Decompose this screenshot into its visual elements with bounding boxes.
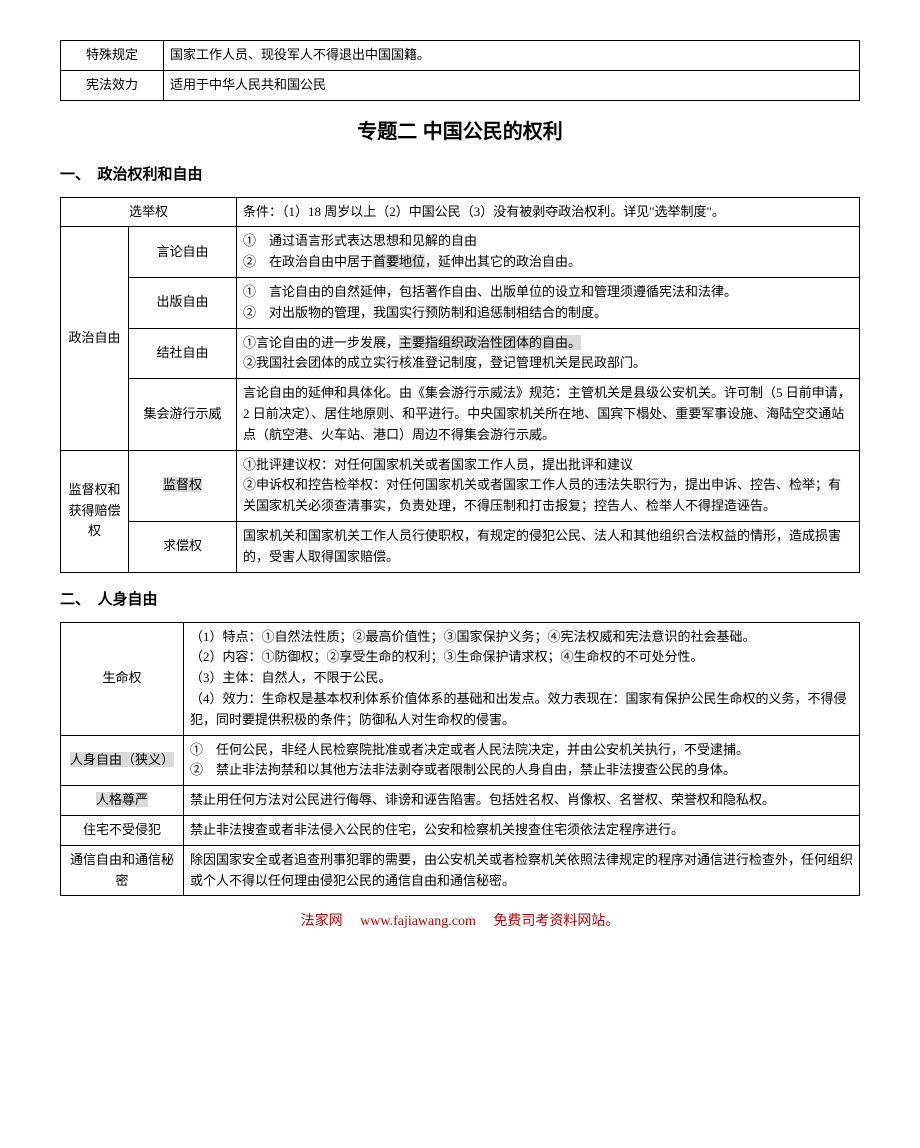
supervision-group: 监督权和获得赔偿权 bbox=[61, 450, 129, 572]
publish-label: 出版自由 bbox=[129, 277, 237, 328]
dignity-content: 禁止用任何方法对公民进行侮辱、诽谤和诬告陷害。包括姓名权、肖像权、名誉权、荣誉权… bbox=[184, 786, 860, 816]
table-row: 特殊规定 国家工作人员、现役军人不得退出中国国籍。 bbox=[61, 41, 860, 71]
speech-label: 言论自由 bbox=[129, 227, 237, 278]
section-heading-1: 一、 政治权利和自由 bbox=[60, 163, 860, 187]
table-row: 选举权 条件：（1）18 周岁以上（2）中国公民（3）没有被剥夺政治权利。详见"… bbox=[61, 197, 860, 227]
publish-content: ① 言论自由的自然延伸，包括著作自由、出版单位的设立和管理须遵循宪法和法律。 ②… bbox=[237, 277, 860, 328]
table-row: 宪法效力 适用于中华人民共和国公民 bbox=[61, 70, 860, 100]
assoc-label: 结社自由 bbox=[129, 328, 237, 379]
line: ②我国社会团体的成立实行核准登记制度，登记管理机关是民政部门。 bbox=[243, 353, 853, 374]
life-right-label: 生命权 bbox=[61, 622, 184, 735]
table-row: 结社自由 ①言论自由的进一步发展，主要指组织政治性团体的自由。 ②我国社会团体的… bbox=[61, 328, 860, 379]
residence-label: 住宅不受侵犯 bbox=[61, 815, 184, 845]
row-label: 特殊规定 bbox=[61, 41, 164, 71]
table-row: 住宅不受侵犯 禁止非法搜查或者非法侵入公民的住宅，公安和检察机关搜查住宅须依法定… bbox=[61, 815, 860, 845]
life-right-content: （1）特点：①自然法性质；②最高价值性；③国家保护义务；④宪法权威和宪法意识的社… bbox=[184, 622, 860, 735]
line: ② 在政治自由中居于首要地位，延伸出其它的政治自由。 bbox=[243, 252, 853, 273]
table-row: 出版自由 ① 言论自由的自然延伸，包括著作自由、出版单位的设立和管理须遵循宪法和… bbox=[61, 277, 860, 328]
communication-content: 除因国家安全或者追查刑事犯罪的需要，由公安机关或者检察机关依照法律规定的程序对通… bbox=[184, 845, 860, 896]
personal-freedom-content: ① 任何公民，非经人民检察院批准或者决定或者人民法院决定，并由公安机关执行，不受… bbox=[184, 735, 860, 786]
row-label: 宪法效力 bbox=[61, 70, 164, 100]
table-row: 集会游行示威 言论自由的延伸和具体化。由《集会游行示威法》规范：主管机关是县级公… bbox=[61, 379, 860, 450]
section-heading-2: 二、 人身自由 bbox=[60, 588, 860, 612]
line: ①言论自由的进一步发展，主要指组织政治性团体的自由。 bbox=[243, 333, 853, 354]
compensation-content: 国家机关和国家机关工作人员行使职权，有规定的侵犯公民、法人和其他组织合法权益的情… bbox=[237, 521, 860, 572]
assembly-content: 言论自由的延伸和具体化。由《集会游行示威法》规范：主管机关是县级公安机关。许可制… bbox=[237, 379, 860, 450]
supervise-label: 监督权 bbox=[129, 450, 237, 521]
dignity-label: 人格尊严 bbox=[61, 786, 184, 816]
line: ① 言论自由的自然延伸，包括著作自由、出版单位的设立和管理须遵循宪法和法律。 bbox=[243, 282, 853, 303]
table-row: 生命权 （1）特点：①自然法性质；②最高价值性；③国家保护义务；④宪法权威和宪法… bbox=[61, 622, 860, 735]
assembly-label: 集会游行示威 bbox=[129, 379, 237, 450]
political-rights-table: 选举权 条件：（1）18 周岁以上（2）中国公民（3）没有被剥夺政治权利。详见"… bbox=[60, 197, 860, 573]
top-table: 特殊规定 国家工作人员、现役军人不得退出中国国籍。 宪法效力 适用于中华人民共和… bbox=[60, 40, 860, 101]
compensation-label: 求偿权 bbox=[129, 521, 237, 572]
communication-label: 通信自由和通信秘密 bbox=[61, 845, 184, 896]
footer-watermark: 法家网 www.fajiawang.com 免费司考资料网站。 bbox=[60, 911, 860, 933]
footer-site: 法家网 bbox=[301, 914, 343, 929]
table-row: 监督权和获得赔偿权 监督权 ①批评建议权：对任何国家机关或者国家工作人员，提出批… bbox=[61, 450, 860, 521]
line: ② 对出版物的管理，我国实行预防制和追惩制相结合的制度。 bbox=[243, 303, 853, 324]
table-row: 人格尊严 禁止用任何方法对公民进行侮辱、诽谤和诬告陷害。包括姓名权、肖像权、名誉… bbox=[61, 786, 860, 816]
assoc-content: ①言论自由的进一步发展，主要指组织政治性团体的自由。 ②我国社会团体的成立实行核… bbox=[237, 328, 860, 379]
table-row: 政治自由 言论自由 ① 通过语言形式表达思想和见解的自由 ② 在政治自由中居于首… bbox=[61, 227, 860, 278]
personal-freedom-label: 人身自由（狭义） bbox=[61, 735, 184, 786]
footer-desc: 免费司考资料网站。 bbox=[493, 914, 619, 929]
supervise-content: ①批评建议权：对任何国家机关或者国家工作人员，提出批评和建议 ②申诉权和控告检举… bbox=[237, 450, 860, 521]
row-content: 国家工作人员、现役军人不得退出中国国籍。 bbox=[164, 41, 860, 71]
speech-content: ① 通过语言形式表达思想和见解的自由 ② 在政治自由中居于首要地位，延伸出其它的… bbox=[237, 227, 860, 278]
table-row: 通信自由和通信秘密 除因国家安全或者追查刑事犯罪的需要，由公安机关或者检察机关依… bbox=[61, 845, 860, 896]
table-row: 人身自由（狭义） ① 任何公民，非经人民检察院批准或者决定或者人民法院决定，并由… bbox=[61, 735, 860, 786]
line: ① 通过语言形式表达思想和见解的自由 bbox=[243, 231, 853, 252]
page-title: 专题二 中国公民的权利 bbox=[60, 116, 860, 148]
election-label: 选举权 bbox=[61, 197, 237, 227]
residence-content: 禁止非法搜查或者非法侵入公民的住宅，公安和检察机关搜查住宅须依法定程序进行。 bbox=[184, 815, 860, 845]
personal-freedom-table: 生命权 （1）特点：①自然法性质；②最高价值性；③国家保护义务；④宪法权威和宪法… bbox=[60, 622, 860, 897]
table-row: 求偿权 国家机关和国家机关工作人员行使职权，有规定的侵犯公民、法人和其他组织合法… bbox=[61, 521, 860, 572]
row-content: 适用于中华人民共和国公民 bbox=[164, 70, 860, 100]
election-content: 条件：（1）18 周岁以上（2）中国公民（3）没有被剥夺政治权利。详见"选举制度… bbox=[237, 197, 860, 227]
political-freedom-group: 政治自由 bbox=[61, 227, 129, 450]
footer-url: www.fajiawang.com bbox=[360, 914, 476, 929]
